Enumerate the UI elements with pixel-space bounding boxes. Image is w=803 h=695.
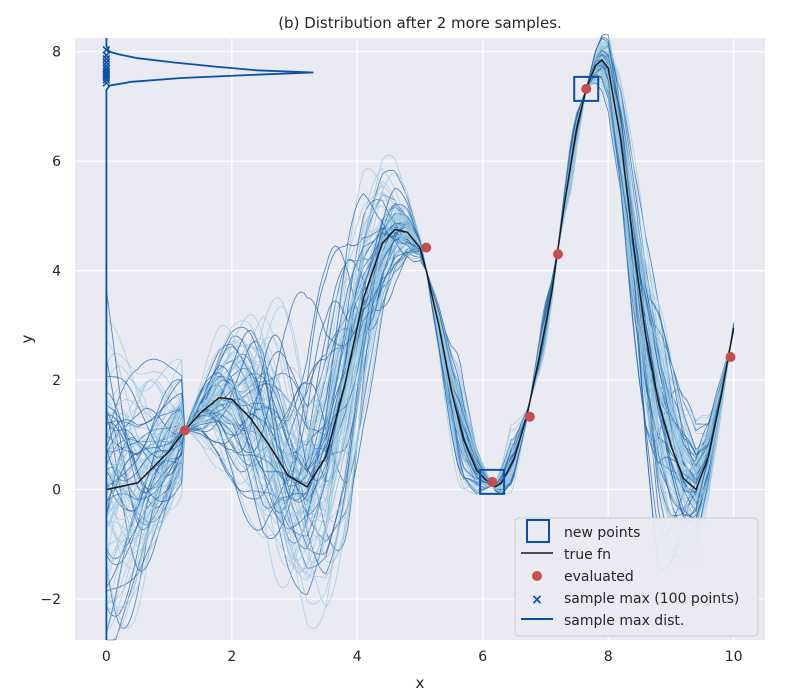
x-axis-label: x: [416, 674, 425, 692]
y-tick-label: 8: [52, 45, 61, 61]
y-axis-label: y: [18, 334, 36, 343]
legend: new points true fn evaluated × sample ma…: [514, 517, 759, 637]
evaluated-point: [725, 352, 736, 363]
y-tick-label: 4: [52, 264, 61, 280]
evaluated-point: [524, 411, 535, 422]
sample-max-marker: ×: [101, 69, 112, 84]
y-tick-label: 6: [52, 154, 61, 170]
y-tick-label: 2: [52, 373, 61, 389]
legend-box: [514, 517, 759, 637]
sample-max-marker: ×: [101, 66, 112, 81]
sample-max-marker: ×: [101, 73, 112, 88]
x-tick-label: 6: [478, 649, 487, 665]
new-point-marker: [479, 468, 506, 495]
chart-title: (b) Distribution after 2 more samples.: [278, 14, 562, 32]
sample-max-marker: ×: [101, 43, 112, 58]
sample-max-marker: ×: [101, 76, 112, 91]
sample-max-marker: ×: [101, 48, 112, 63]
legend-label-sample-max-dist: sample max dist.: [564, 613, 684, 629]
evaluated-point: [553, 249, 563, 260]
sample-max-marker: ×: [101, 62, 112, 77]
tick-labels: 0 2 4 6 8 10 −2 0 2 4 6 8: [40, 45, 742, 665]
evaluated-point: [487, 476, 498, 487]
sample-max-dist-line: [105, 38, 314, 640]
legend-marker-new-points: [526, 519, 550, 543]
legend-label-evaluated: evaluated: [564, 569, 634, 585]
evaluated-point: [581, 83, 592, 94]
evaluated-point: [179, 425, 190, 436]
x-tick-label: 10: [725, 649, 743, 665]
sample-max-dist-layer: ××××××××××××: [101, 38, 314, 640]
legend-label-new-points: new points: [564, 525, 640, 541]
x-tick-label: 0: [102, 649, 111, 665]
legend-label-sample-max: sample max (100 points): [564, 591, 739, 607]
y-tick-label: 0: [52, 483, 61, 499]
y-tick-label: −2: [40, 592, 61, 608]
sample-max-marker: ×: [101, 70, 112, 85]
x-tick-label: 8: [604, 649, 613, 665]
legend-label-true-fn: true fn: [564, 547, 611, 563]
sample-max-marker: ×: [101, 59, 112, 74]
sample-max-marker: ×: [101, 64, 112, 79]
true-fn-layer: [106, 58, 735, 491]
posterior-sample-line: [105, 59, 735, 488]
x-tick-label: 2: [227, 649, 236, 665]
legend-marker-sample-max: ×: [531, 592, 543, 608]
sample-max-marker: ×: [101, 56, 112, 71]
evaluated-point: [421, 242, 432, 253]
legend-marker-evaluated: [532, 571, 542, 581]
evaluated-layer: [179, 75, 736, 495]
sample-max-marker: ×: [101, 52, 112, 67]
true-fn-line: [106, 58, 735, 491]
new-point-marker: [573, 75, 600, 102]
x-tick-label: 4: [353, 649, 362, 665]
